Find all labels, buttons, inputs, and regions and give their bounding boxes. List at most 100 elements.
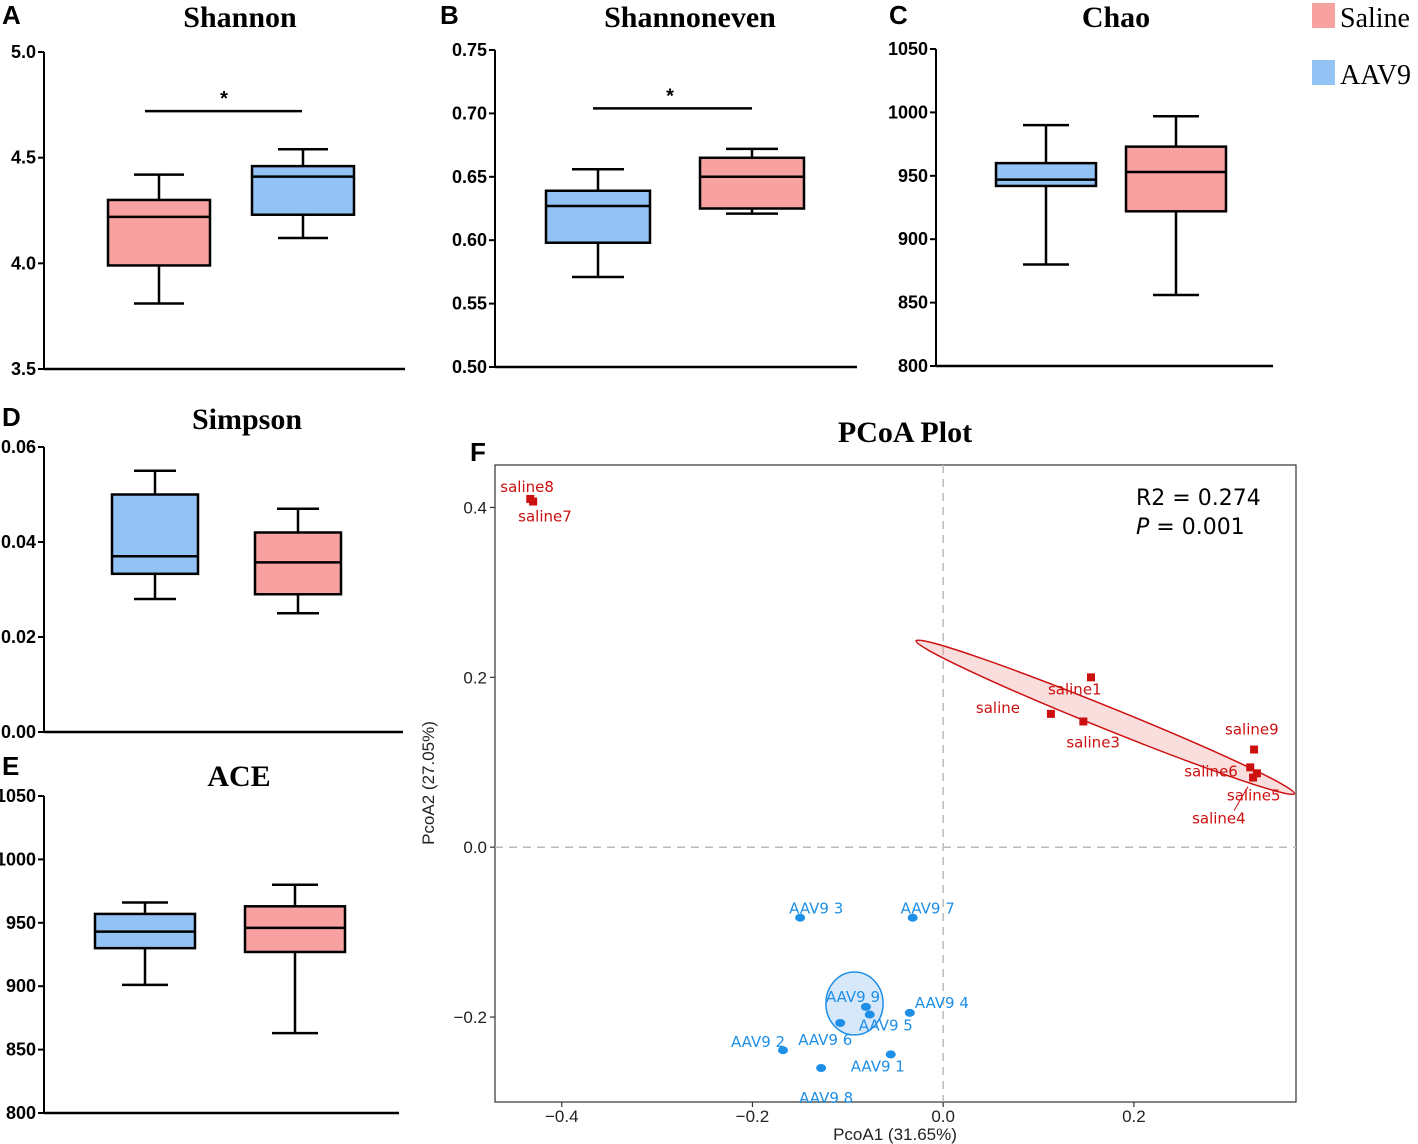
y-tick-label: 950	[898, 166, 928, 186]
box-saline	[243, 883, 347, 1035]
box-aav9	[994, 123, 1098, 266]
panel-letter: F	[470, 437, 486, 467]
legend-label-aav9: AAV9	[1340, 60, 1411, 91]
box-panel-c: C Chao 800 850 900 950 1000 1050	[888, 0, 1273, 376]
data-point	[529, 497, 538, 506]
x-tick-label: −0.2	[736, 1107, 770, 1126]
data-point	[904, 1008, 915, 1017]
y-tick-label: 0.50	[452, 357, 487, 377]
y-tick-label: 3.5	[11, 359, 36, 379]
iqr-box	[544, 189, 652, 244]
panel-letter: A	[2, 0, 21, 30]
y-axis-label: PcoA2 (27.05%)	[419, 721, 438, 845]
box-saline	[253, 507, 343, 615]
legend-label-saline: Saline	[1340, 3, 1410, 34]
y-tick-label: 900	[6, 976, 36, 996]
legend-swatch-saline	[1312, 3, 1335, 28]
panel-letter: D	[2, 402, 21, 432]
data-point	[1249, 773, 1258, 782]
y-tick-label: 800	[6, 1103, 36, 1123]
box-panel-d: D Simpson 0.00 0.02 0.04 0.06	[1, 402, 403, 742]
point-label: saline6	[1184, 762, 1238, 780]
iqr-box	[243, 905, 347, 954]
data-point	[835, 1019, 846, 1028]
iqr-box	[698, 156, 806, 210]
r2-stat: R2 = 0.274	[1136, 486, 1261, 511]
chart-title: PCoA Plot	[838, 416, 972, 449]
iqr-box	[110, 493, 200, 576]
point-label: saline5	[1227, 786, 1281, 804]
box-panel-b: B Shannoneven 0.50 0.55 0.60 0.65 0.70 0.75 *	[440, 0, 857, 377]
y-tick-label: −0.2	[453, 1008, 487, 1027]
point-label: saline9	[1225, 721, 1279, 739]
x-tick-label: 0.2	[1122, 1107, 1146, 1126]
point-label: AAV9 2	[731, 1033, 785, 1051]
point-label: saline4	[1192, 810, 1246, 828]
box-aav9	[544, 167, 652, 279]
y-tick-label: 850	[898, 293, 928, 313]
chart-title: Simpson	[192, 403, 302, 436]
panel-letter: E	[2, 751, 19, 781]
y-tick-label: 0.06	[1, 437, 36, 457]
data-point	[907, 913, 918, 922]
point-label: AAV9 7	[901, 900, 955, 918]
iqr-box	[994, 161, 1098, 188]
significance-label: *	[666, 85, 674, 107]
panel-letter: B	[440, 0, 459, 30]
y-tick-label: 850	[6, 1040, 36, 1060]
point-label: saline1	[1048, 680, 1102, 698]
x-tick-label: −0.4	[545, 1107, 579, 1126]
iqr-box	[250, 164, 356, 216]
y-tick-label: 1000	[0, 849, 36, 869]
y-tick-label: 950	[6, 913, 36, 933]
box-panel-a: A Shannon 3.5 4.0 4.5 5.0 *	[2, 0, 405, 379]
p-value-stat: P = 0.001	[1136, 515, 1245, 540]
legend-swatch-aav9	[1312, 60, 1335, 85]
charts-layer: A Shannon 3.5 4.0 4.5 5.0 * B Shannoneven 0.50 0.5…	[0, 0, 1297, 1144]
data-point	[1086, 673, 1095, 682]
y-tick-label: 4.5	[11, 148, 36, 168]
y-tick-label: 0.75	[452, 40, 487, 60]
y-tick-label: 0.55	[452, 294, 487, 314]
iqr-box	[106, 198, 212, 267]
point-label: saline3	[1066, 733, 1120, 751]
x-axis-label: PcoA1 (31.65%)	[833, 1125, 957, 1144]
box-panel-e: E ACE 800 850 900 950 1000 1050	[0, 751, 399, 1123]
y-tick-label: 0.0	[463, 838, 487, 857]
point-label: AAV9 5	[859, 1017, 913, 1035]
chart-title: ACE	[207, 760, 270, 793]
box-saline	[106, 173, 212, 305]
y-tick-label: 0.4	[463, 498, 487, 517]
legend: Saline AAV9	[1312, 3, 1411, 91]
significance-label: *	[220, 88, 228, 110]
y-tick-label: 800	[898, 356, 928, 376]
point-label: AAV9 3	[789, 900, 843, 918]
y-tick-label: 0.04	[1, 532, 36, 552]
iqr-box	[1124, 145, 1228, 213]
y-tick-label: 0.02	[1, 627, 36, 647]
plot-frame	[494, 464, 1297, 1103]
point-label: AAV9 1	[851, 1057, 905, 1075]
data-point	[1250, 745, 1259, 754]
data-point	[885, 1050, 896, 1059]
series-saline: saline8 saline7 saline1 saline saline3 saline…	[500, 478, 1296, 828]
point-label: saline	[976, 699, 1020, 717]
box-aav9	[250, 147, 356, 240]
data-point	[864, 1010, 875, 1019]
point-label: AAV9 4	[915, 994, 969, 1012]
y-tick-label: 0.60	[452, 230, 487, 250]
box-saline	[698, 147, 806, 215]
point-label: saline8	[500, 478, 554, 496]
point-label: saline7	[518, 508, 572, 526]
box-aav9	[93, 901, 197, 987]
box-saline	[1124, 114, 1228, 297]
pcoa-panel: F PCoA Plot −0.4 −0.2 0.0 0.2 −0.2 0.0 0.2 0.4 Pco…	[419, 416, 1297, 1144]
point-label: AAV9 8	[799, 1089, 853, 1107]
point-label: AAV9 9	[826, 988, 880, 1006]
y-tick-label: 0.65	[452, 167, 487, 187]
label-leader-line	[1233, 786, 1249, 811]
box-aav9	[110, 469, 200, 601]
chart-title: Chao	[1082, 1, 1150, 34]
